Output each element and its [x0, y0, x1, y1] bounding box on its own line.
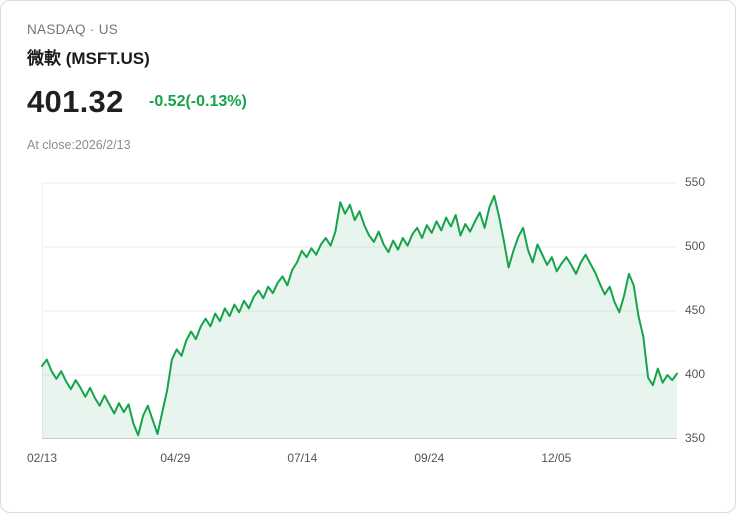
x-axis-tick-label: 07/14 — [287, 451, 318, 465]
y-axis-tick-label: 400 — [685, 367, 706, 381]
chart-area-fill — [42, 195, 677, 439]
price-chart-svg — [41, 182, 678, 439]
x-axis-tick-label: 02/13 — [26, 451, 58, 465]
close-timestamp: At close:2026/2/13 — [27, 138, 131, 152]
chart-price-line — [41, 194, 678, 437]
x-axis-tick-label: 04/29 — [160, 451, 191, 465]
stock-name: 微軟 (MSFT.US) — [27, 49, 150, 68]
price-change: -0.52(-0.13%) — [149, 93, 247, 110]
y-axis-tick-label: 450 — [685, 303, 706, 317]
last-price: 401.32 — [27, 84, 124, 119]
exchange-label: NASDAQ · US — [27, 22, 119, 37]
x-axis-tick-label: 09/24 — [414, 451, 445, 465]
price-chart — [41, 182, 678, 439]
y-axis-tick-label: 350 — [685, 431, 706, 445]
y-axis-tick-label: 550 — [685, 175, 706, 189]
y-axis-tick-label: 500 — [685, 239, 706, 253]
x-axis-tick-label: 12/05 — [541, 451, 572, 465]
